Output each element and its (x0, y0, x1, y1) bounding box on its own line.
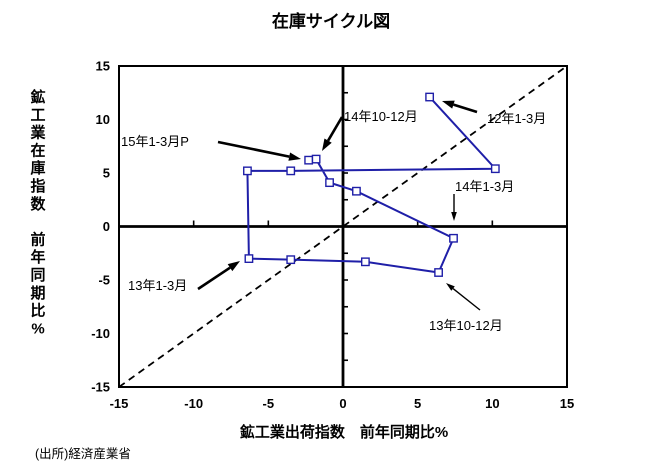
y-axis-title-char: 同 (30, 267, 45, 284)
annotation-arrow (217, 140, 290, 158)
annotation-arrow (453, 103, 478, 114)
data-point-marker (286, 166, 296, 176)
x-tick-label: 5 (414, 396, 421, 411)
annotation-label: 13年1-3月 (128, 278, 187, 293)
y-axis-title-char: 在 (30, 141, 45, 159)
data-point-marker (304, 155, 314, 165)
annotation-label: 13年10-12月 (429, 318, 503, 333)
annotation-label: 14年10-12月 (344, 109, 418, 124)
y-axis-title-char: 比 (30, 302, 45, 320)
annotation-arrowhead (288, 152, 301, 161)
y-tick-label: 10 (96, 112, 110, 127)
y-tick-label: 15 (96, 59, 110, 74)
y-axis-title-char: % (31, 320, 44, 337)
source-note: (出所)経済産業省 (35, 446, 131, 461)
y-tick-label: -15 (91, 380, 110, 395)
x-axis-title: 鉱工業出荷指数 前年同期比% (240, 423, 448, 441)
y-axis-title-char: 指 (30, 177, 45, 195)
data-point-marker (325, 178, 334, 188)
data-point-marker (449, 233, 458, 243)
y-axis-title-char: 工 (30, 107, 45, 124)
data-point-marker (361, 257, 370, 267)
x-tick-label: 0 (339, 396, 346, 411)
y-tick-label: -10 (91, 326, 110, 341)
data-point-marker (434, 268, 443, 277)
annotation-label: 12年1-3月 (487, 111, 546, 126)
y-axis-title-char: 業 (29, 124, 46, 142)
x-tick-label: -5 (263, 396, 275, 411)
diagonal-reference-line (118, 65, 568, 388)
chart-title: 在庫サイクル図 (272, 11, 390, 31)
y-tick-label: 5 (103, 166, 110, 181)
annotation-arrowhead (442, 100, 455, 109)
y-axis-title-char: 庫 (30, 159, 45, 177)
y-axis-title-char: 鉱 (30, 88, 45, 106)
data-point-marker (490, 164, 500, 174)
y-axis-title-char: 年 (30, 248, 45, 266)
x-tick-label: -10 (184, 396, 203, 411)
annotation-label: 14年1-3月 (455, 179, 514, 194)
data-point-marker (244, 254, 254, 263)
y-axis-title-char: 期 (30, 284, 45, 302)
x-tick-label: 10 (485, 396, 499, 411)
x-tick-label: 15 (560, 396, 574, 411)
y-axis-title-char: 数 (30, 195, 46, 213)
annotation-arrowhead (227, 261, 240, 272)
annotation-arrowhead (322, 138, 332, 151)
y-tick-label: 0 (103, 219, 110, 234)
annotation-arrow (197, 266, 231, 291)
annotation-arrowhead (451, 212, 457, 221)
y-axis-title-char: 前 (30, 230, 45, 248)
annotation-arrow (326, 116, 344, 142)
annotation-arrow (452, 288, 481, 311)
data-point-marker (352, 186, 361, 196)
data-point-marker (425, 92, 435, 102)
data-point-marker (311, 154, 321, 164)
y-tick-label: -5 (98, 273, 110, 288)
annotation-label: 15年1-3月P (121, 134, 189, 149)
annotation-arrowhead (446, 283, 455, 291)
x-tick-label: -15 (110, 396, 129, 411)
data-point-marker (286, 255, 296, 265)
data-point-marker (243, 166, 252, 176)
